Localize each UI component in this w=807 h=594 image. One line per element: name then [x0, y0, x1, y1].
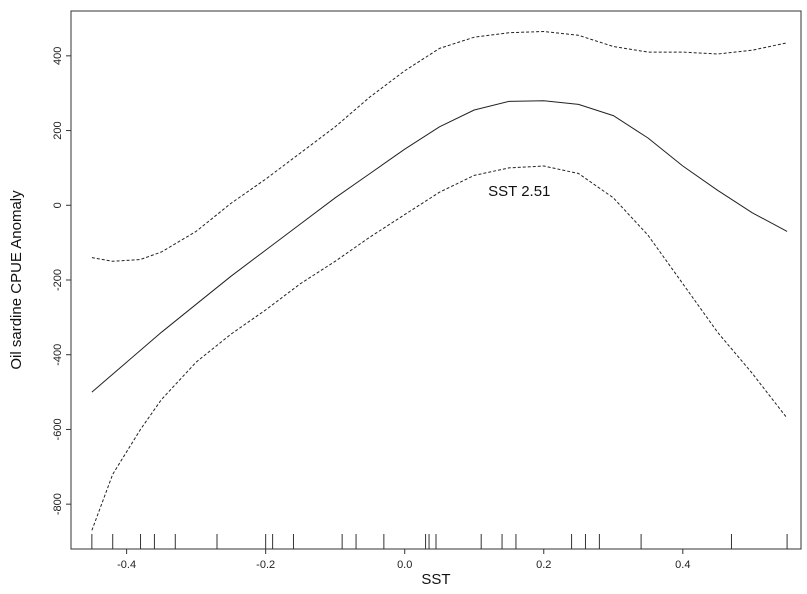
- y-tick-label: -600: [52, 418, 64, 440]
- confidence-band-line: [91, 165, 788, 531]
- x-tick-label: 0.2: [536, 559, 551, 571]
- x-tick-label: -0.2: [256, 559, 275, 571]
- rug-layer: [91, 534, 788, 549]
- confidence-band-line: [91, 31, 788, 262]
- x-axis-title: SST: [421, 571, 450, 588]
- y-tick-label: -800: [52, 493, 64, 515]
- fit-line: [91, 100, 788, 393]
- x-tick-label: 0.0: [397, 559, 412, 571]
- x-axis: -0.4 -0.2 0.0 0.2 0.4: [117, 549, 690, 571]
- x-tick-label: 0.4: [675, 559, 690, 571]
- y-tick-label: -200: [52, 269, 64, 291]
- x-tick-label: -0.4: [117, 559, 136, 571]
- annotation-label: SST 2.51: [488, 183, 550, 200]
- y-tick-label: 0: [52, 202, 64, 208]
- series-layer: [91, 31, 788, 531]
- y-tick-label: 200: [52, 121, 64, 139]
- plot-frame: [70, 10, 802, 550]
- y-axis: -800 -600 -400 -200 0 200 400: [52, 47, 71, 515]
- y-axis-title: Oil sardine CPUE Anomaly: [8, 190, 25, 370]
- y-tick-label: -400: [52, 344, 64, 366]
- y-tick-label: 400: [52, 47, 64, 65]
